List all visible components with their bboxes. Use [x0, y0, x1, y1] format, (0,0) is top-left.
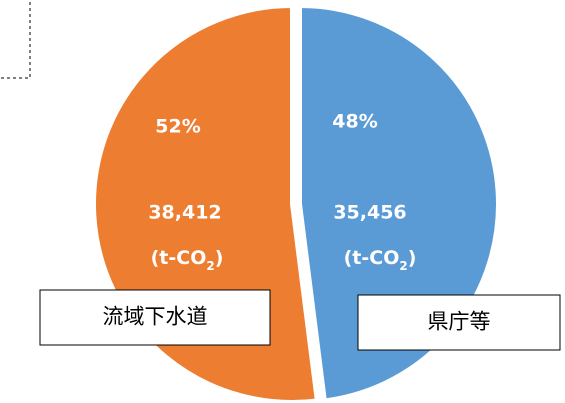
percent-label: 52% [155, 116, 200, 138]
unit-subscript: 2 [399, 259, 407, 273]
category-box [357, 294, 561, 351]
unit-text: ) [408, 247, 417, 269]
value-label: 35,456 [333, 202, 406, 224]
category-label: 流域下水道 [103, 305, 208, 329]
unit-label: (t-CO2) [151, 247, 224, 273]
category-box [39, 289, 271, 346]
value-label: 38,412 [148, 202, 221, 224]
category-label: 県庁等 [428, 310, 491, 334]
unit-text: ) [215, 247, 224, 269]
percent-label: 48% [332, 111, 377, 133]
note-box [0, 0, 31, 79]
unit-text: (t-CO [151, 247, 207, 269]
unit-label: (t-CO2) [344, 247, 417, 273]
unit-subscript: 2 [206, 259, 214, 273]
unit-text: (t-CO [344, 247, 400, 269]
